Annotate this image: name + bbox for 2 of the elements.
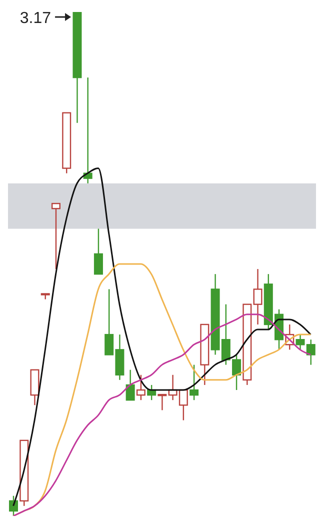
candlestick (158, 394, 167, 410)
annotation: 3.17 (20, 10, 52, 27)
